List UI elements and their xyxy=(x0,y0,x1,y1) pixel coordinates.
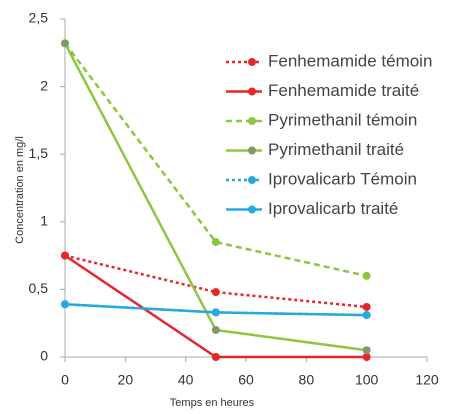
legend-label: Fenhemamide témoin xyxy=(268,51,432,70)
x-tick-label: 80 xyxy=(299,372,315,388)
data-point xyxy=(211,238,220,247)
data-point xyxy=(61,251,69,260)
y-axis-label: Concentration en mg/l xyxy=(14,136,26,244)
data-point xyxy=(362,271,371,280)
x-tick-label: 20 xyxy=(118,372,134,388)
series-line xyxy=(64,254,367,309)
legend-marker xyxy=(248,87,256,96)
x-tick-label: 120 xyxy=(415,372,439,388)
y-tick-label: 2,5 xyxy=(29,10,49,26)
data-point xyxy=(211,288,220,297)
data-point xyxy=(61,39,69,48)
legend-marker xyxy=(248,176,256,184)
x-tick-label: 40 xyxy=(178,372,194,388)
series-line xyxy=(64,42,367,278)
data-point xyxy=(211,308,220,317)
legend-marker xyxy=(248,117,256,125)
y-tick-label: 0 xyxy=(40,348,48,364)
y-tick-label: 1 xyxy=(40,213,48,229)
data-point xyxy=(362,353,371,361)
data-point xyxy=(362,302,371,311)
legend-label: Pyrimethanil témoin xyxy=(268,110,417,129)
legend-marker xyxy=(248,58,256,66)
data-point xyxy=(362,311,371,320)
legend-label: Pyrimethanil traité xyxy=(268,140,404,159)
y-tick-label: 2 xyxy=(40,77,48,93)
data-point xyxy=(211,353,220,361)
y-tick-label: 0,5 xyxy=(29,280,49,296)
data-point xyxy=(362,346,371,355)
legend-label: Iprovalicarb Témoin xyxy=(268,169,417,188)
legend-label: Fenhemamide traité xyxy=(268,81,419,100)
x-axis-label: Temps en heures xyxy=(170,397,255,409)
y-tick-label: 1,5 xyxy=(29,145,49,161)
data-point xyxy=(61,300,69,309)
legend-marker xyxy=(248,146,256,155)
legend-marker xyxy=(248,205,256,214)
data-point xyxy=(211,325,220,334)
x-tick-label: 0 xyxy=(61,372,69,388)
legend-label: Iprovalicarb traité xyxy=(268,199,398,218)
x-tick-label: 60 xyxy=(238,372,254,388)
x-tick-label: 100 xyxy=(355,372,379,388)
